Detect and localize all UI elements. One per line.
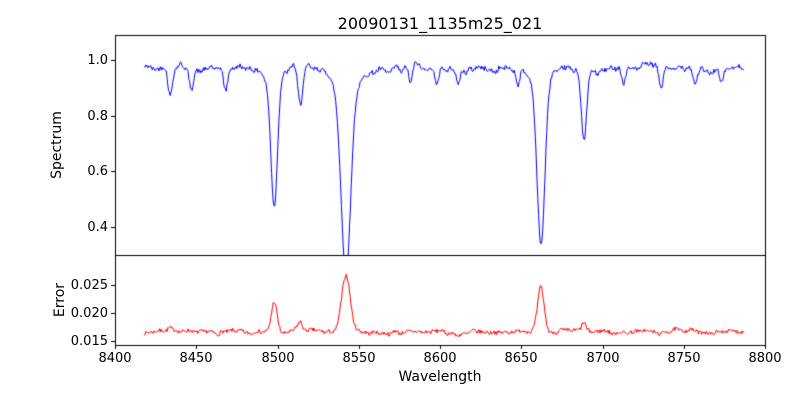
x-tick-label: 8600 (423, 351, 457, 366)
x-tick-label: 8800 (748, 351, 782, 366)
x-tick-label: 8500 (261, 351, 295, 366)
x-tick-label: 8750 (667, 351, 701, 366)
spectrum-y-tick-label: 0.6 (87, 163, 108, 179)
x-axis-label: Wavelength (398, 369, 482, 385)
x-tick-label: 8550 (342, 351, 376, 366)
chart-title: 20090131_1135m25_021 (337, 14, 543, 33)
x-tick-label: 8650 (504, 351, 538, 366)
spectrum-y-tick-label: 1.0 (87, 52, 108, 68)
x-tick-label: 8450 (179, 351, 213, 366)
x-tick-label: 8400 (98, 351, 132, 366)
spectrum-y-tick-label: 0.4 (87, 219, 108, 235)
error-y-tick-label: 0.025 (70, 277, 108, 293)
x-tick-label: 8700 (586, 351, 620, 366)
error-y-tick-label: 0.015 (70, 333, 108, 349)
error-y-tick-label: 0.020 (70, 305, 108, 321)
spectrum-y-tick-label: 0.8 (87, 108, 108, 124)
